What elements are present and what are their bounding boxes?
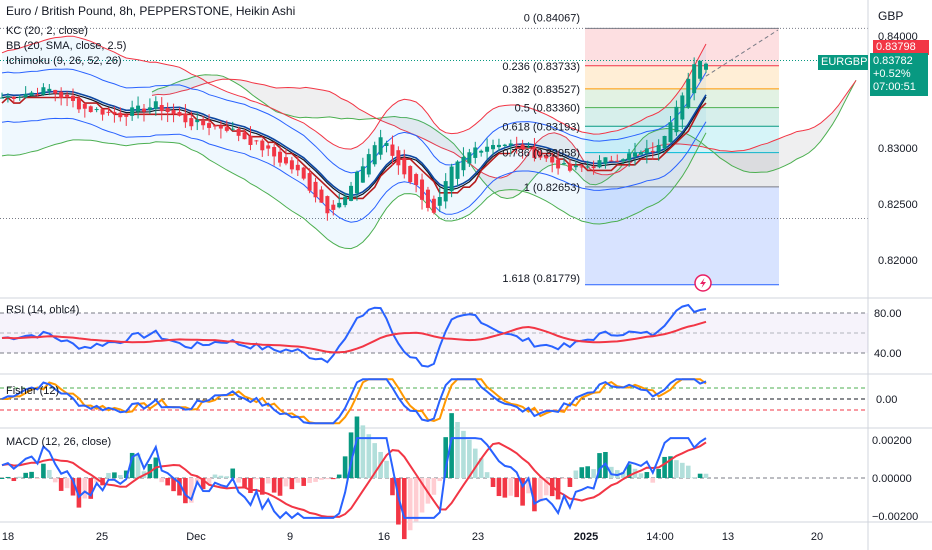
- time-tick-label: 25: [96, 531, 108, 543]
- time-tick-label: 18: [2, 531, 14, 543]
- fisher-pane: [0, 378, 868, 425]
- time-tick-label: 2025: [574, 531, 598, 543]
- price-tick-label: 0.82000: [878, 255, 918, 267]
- fib-level-label: 0.382 (0.83527): [502, 84, 580, 96]
- macd-line: [1, 437, 707, 520]
- rsi-tick-label: 40.00: [874, 348, 902, 360]
- fisher-trigger-line: [2, 378, 707, 425]
- fib-level-label: 1.618 (0.81779): [502, 273, 580, 285]
- fibonacci-labels: 0 (0.84067) 0.236 (0.83733) 0.382 (0.83527…: [502, 12, 580, 284]
- macd-legend[interactable]: MACD (12, 26, close): [6, 436, 112, 448]
- currency-label[interactable]: GBP: [878, 9, 904, 23]
- time-tick-label: 9: [287, 531, 293, 543]
- fisher-tick-label: 0.00: [876, 394, 897, 406]
- heikin-ashi-candles: [0, 57, 708, 221]
- indicator-axes: 80.00 40.00 0.00 0.00200 0.00000 −0.00200: [872, 308, 918, 523]
- rsi-pane: [0, 303, 868, 368]
- symbol-tag[interactable]: EURGBP: [818, 55, 868, 70]
- rsi-tick-label: 80.00: [874, 308, 902, 320]
- chart-title: Euro / British Pound, 8h, PEPPERSTONE, H…: [6, 4, 296, 18]
- fib-level-label: 1 (0.82653): [524, 182, 580, 194]
- last-price-tag: 0.83782 +0.52% 07:00:51: [870, 53, 928, 96]
- bollinger-bands: [1, 35, 707, 250]
- macd-signal-line: [1, 441, 707, 518]
- price-change: +0.52%: [873, 68, 911, 80]
- time-tick-label: Dec: [186, 531, 206, 543]
- time-tick-label: 20: [811, 531, 823, 543]
- ichimoku-legend[interactable]: Ichimoku (9, 26, 52, 26): [6, 55, 122, 67]
- time-tick-label: 13: [722, 531, 734, 543]
- last-price: 0.83782: [873, 55, 913, 67]
- price-tick-label: 0.83000: [878, 143, 918, 155]
- time-tick-label: 16: [378, 531, 390, 543]
- fisher-legend[interactable]: Fisher (12): [6, 385, 60, 397]
- fib-level-label: 0.236 (0.83733): [502, 61, 580, 73]
- price-tick-label: 0.82500: [878, 199, 918, 211]
- time-tick-label: 23: [472, 531, 484, 543]
- bb-legend[interactable]: BB (20, SMA, close, 2.5): [6, 40, 127, 52]
- rsi-ma-line: [1, 320, 707, 354]
- macd-tick-label: 0.00000: [872, 473, 912, 485]
- bar-countdown: 07:00:51: [873, 81, 916, 93]
- macd-tick-label: 0.00200: [872, 435, 912, 447]
- fib-level-label: 0.5 (0.83360): [515, 103, 580, 115]
- fisher-line: [1, 378, 707, 425]
- price-tick-label: 0.84000: [878, 31, 918, 43]
- fib-level-label: 0.618 (0.83193): [502, 121, 580, 133]
- high-price-tag: 0.83798: [873, 40, 929, 55]
- fib-level-label: 0.786 (0.82958): [502, 148, 580, 160]
- fib-level-label: 0 (0.84067): [524, 12, 580, 24]
- time-axis[interactable]: 18 25 Dec 9 16 23 2025 14:00 13 20: [2, 531, 823, 543]
- time-tick-label: 14:00: [646, 531, 674, 543]
- macd-tick-label: −0.00200: [872, 511, 918, 523]
- macd-pane: [0, 413, 868, 540]
- rsi-legend[interactable]: RSI (14, ohlc4): [6, 304, 80, 316]
- rsi-line: [1, 303, 707, 368]
- lightning-icon[interactable]: [694, 274, 712, 292]
- kc-legend[interactable]: KC (20, 2, close): [6, 25, 88, 37]
